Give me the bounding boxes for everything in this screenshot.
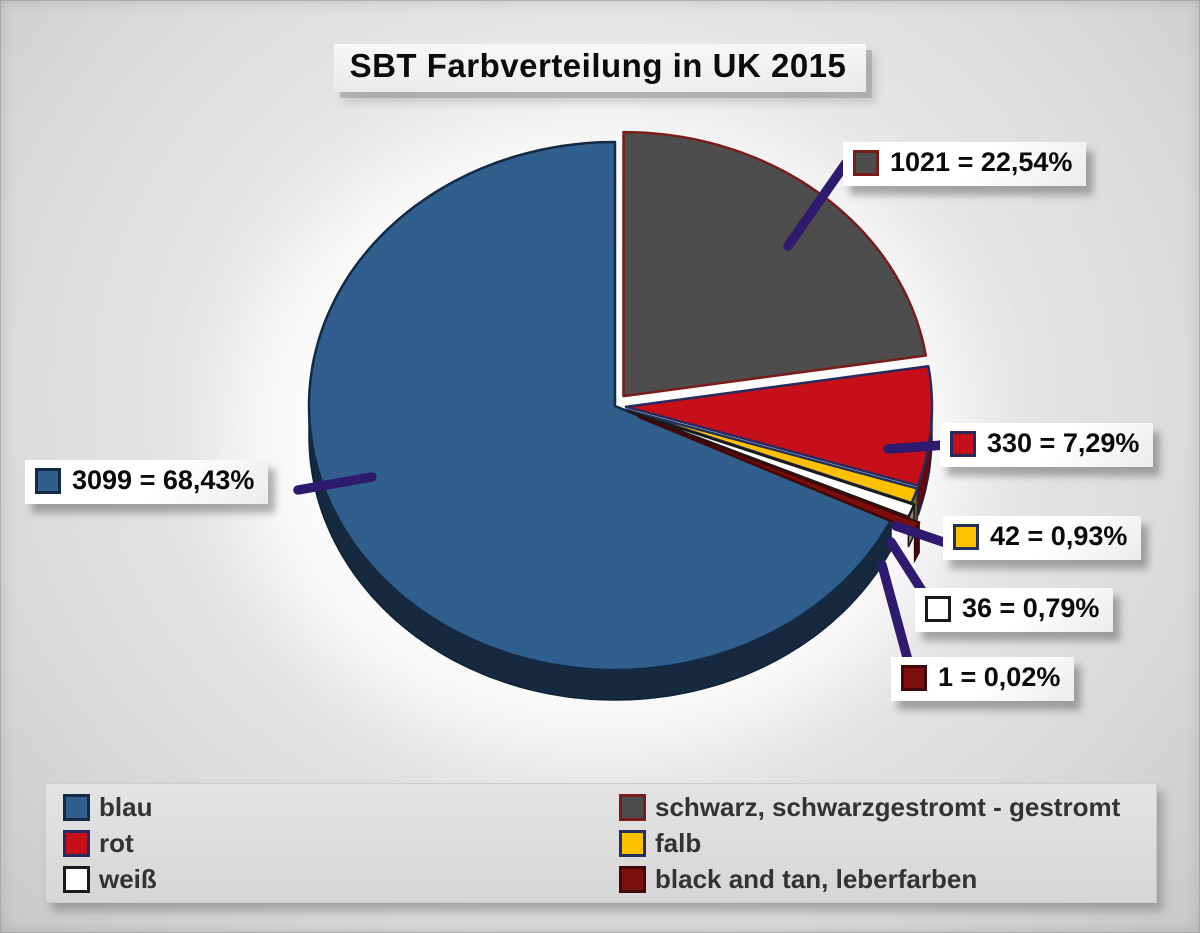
pie-slice-weiß <box>626 410 916 519</box>
falb-swatch-icon <box>953 523 979 550</box>
chart-title: SBT Farbverteilung in UK 2015 <box>333 44 867 92</box>
callout-text: 1 = 0,02% <box>938 662 1061 692</box>
callout-line-2 <box>891 521 948 547</box>
legend-item-weiss: weiß <box>45 864 601 895</box>
legend-label: rot <box>99 827 134 858</box>
rot-swatch-icon <box>950 430 976 457</box>
callout-text: 36 = 0,79% <box>962 593 1100 623</box>
callout-label-weiss: 36 = 0,79% <box>915 588 1114 632</box>
callout-line-3 <box>886 537 931 602</box>
callout-line-4 <box>877 560 912 662</box>
legend-panel: blau schwarz, schwarzgestromt - gestromt… <box>45 783 1157 903</box>
legend-item-schwarz: schwarz, schwarzgestromt - gestromt <box>601 792 1157 823</box>
callout-line-1 <box>883 440 949 454</box>
callout-text: 1021 = 22,54% <box>890 147 1073 177</box>
callout-label-black-and-tan: 1 = 0,02% <box>891 657 1075 701</box>
callout-label-schwarz: 1021 = 22,54% <box>843 142 1087 186</box>
pie-slice-rot <box>624 364 934 487</box>
black-and-tan-swatch-icon <box>619 865 646 893</box>
legend-label: black and tan, leberfarben <box>655 863 978 894</box>
legend-item-blau: blau <box>45 792 601 823</box>
weiss-swatch-icon <box>63 865 90 893</box>
callout-text: 330 = 7,29% <box>987 428 1140 458</box>
falb-swatch-icon <box>619 829 646 857</box>
black-and-tan-swatch-icon <box>901 664 927 691</box>
rot-swatch-icon <box>63 829 90 857</box>
legend-item-rot: rot <box>45 828 601 859</box>
legend-label: falb <box>655 827 702 858</box>
legend-item-black-and-tan: black and tan, leberfarben <box>601 864 1157 895</box>
callout-text: 42 = 0,93% <box>990 521 1128 551</box>
schwarz-swatch-icon <box>619 793 646 821</box>
callout-label-falb: 42 = 0,93% <box>943 516 1142 560</box>
legend-label: schwarz, schwarzgestromt - gestromt <box>655 791 1121 822</box>
callout-line-5 <box>293 472 377 495</box>
callout-label-rot: 330 = 7,29% <box>940 423 1154 467</box>
callout-label-blau: 3099 = 68,43% <box>25 460 269 504</box>
blau-swatch-icon <box>63 793 90 821</box>
title-bar: SBT Farbverteilung in UK 2015 <box>0 44 1200 92</box>
weiss-swatch-icon <box>925 595 951 622</box>
legend-label: weiß <box>99 863 157 894</box>
blau-swatch-icon <box>35 467 61 494</box>
pie-slice-blau <box>307 140 893 672</box>
legend-item-falb: falb <box>601 828 1157 859</box>
legend-label: blau <box>99 791 153 822</box>
callout-text: 3099 = 68,43% <box>72 465 255 495</box>
callout-line-0 <box>783 158 851 251</box>
schwarz-swatch-icon <box>853 149 879 176</box>
